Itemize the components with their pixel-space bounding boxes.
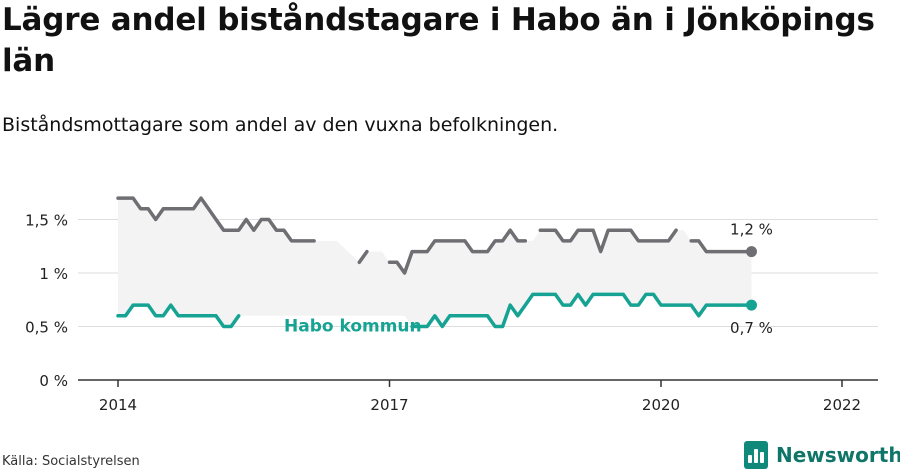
series-line-habo xyxy=(410,292,754,329)
series-end-point-habo xyxy=(746,299,757,311)
chart-title: Lägre andel biståndstagare i Habo än i J… xyxy=(2,2,875,79)
series-label-habo: Habo kommun xyxy=(284,317,422,337)
x-tick-label: 2014 xyxy=(99,396,137,414)
y-tick-label: 1,5 % xyxy=(25,212,68,230)
x-tick-label: 2017 xyxy=(370,396,408,414)
x-tick-label: 2022 xyxy=(823,396,861,414)
source-note: Källa: Socialstyrelsen xyxy=(2,454,140,469)
data-labels: 1,2 % 0,7 % Habo kommun xyxy=(284,221,773,338)
brand-name: Newsworthy xyxy=(776,443,900,467)
series-line-lan xyxy=(116,196,316,243)
end-label-lan: 1,2 % xyxy=(730,221,773,239)
axes: 0 % 0,5 % 1 % 1,5 % 2014 2017 2020 2022 xyxy=(25,212,878,414)
x-tick-label: 2020 xyxy=(642,396,680,414)
end-label-habo: 0,7 % xyxy=(730,319,773,337)
brand-logo[interactable]: Newsworthy xyxy=(744,440,900,470)
newsworthy-logo-icon xyxy=(744,441,768,469)
series-line-lan xyxy=(357,249,369,265)
y-tick-label: 0,5 % xyxy=(25,319,68,337)
line-chart: 0 % 0,5 % 1 % 1,5 % 2014 2017 2020 2022 1,2 % 0,… xyxy=(25,196,878,414)
chart-subtitle: Biståndsmottagare som andel av den vuxna… xyxy=(2,114,559,136)
y-tick-label: 1 % xyxy=(39,265,68,283)
series-end-point-lan xyxy=(746,246,757,258)
series-line-habo xyxy=(116,303,241,329)
series-lines xyxy=(116,196,757,329)
series-line-lan xyxy=(689,239,754,254)
series-line-lan xyxy=(387,228,528,275)
y-tick-label: 0 % xyxy=(39,372,68,390)
series-line-lan xyxy=(538,228,678,254)
